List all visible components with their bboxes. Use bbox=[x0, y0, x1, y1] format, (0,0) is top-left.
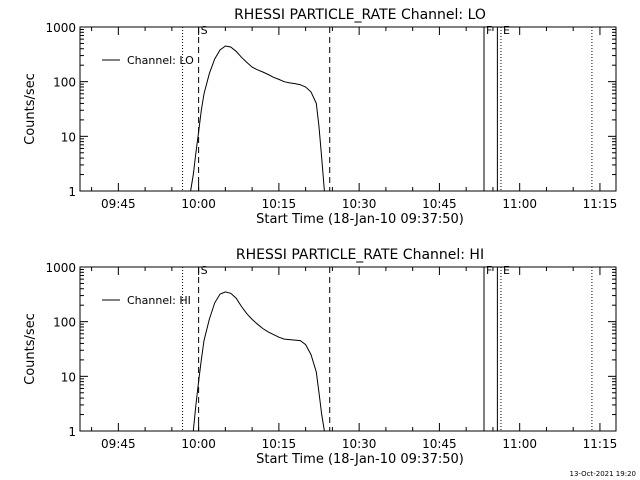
x-tick-label: 11:00 bbox=[502, 197, 537, 211]
y-tick-label: 1000 bbox=[45, 261, 76, 275]
x-axis-label: Start Time (18-Jan-10 09:37:50) bbox=[256, 212, 464, 227]
plot-frame bbox=[79, 26, 617, 192]
x-tick-label: 11:15 bbox=[583, 437, 618, 451]
y-tick-label: 100 bbox=[53, 76, 76, 90]
chart-panels: RHESSI PARTICLE_RATE Channel: LO11010010… bbox=[23, 7, 617, 467]
x-tick-label: 10:15 bbox=[262, 197, 297, 211]
chart-panel-hi: RHESSI PARTICLE_RATE Channel: HI 1 10 100 10… bbox=[23, 247, 617, 467]
event-marker-label: F bbox=[486, 264, 492, 277]
y-tick-label: 1000 bbox=[45, 21, 76, 35]
x-tick-label: 10:00 bbox=[181, 437, 216, 451]
x-tick-label: 10:30 bbox=[342, 437, 377, 451]
x-tick-label: 10:45 bbox=[422, 197, 457, 211]
x-tick-label: 11:00 bbox=[502, 437, 537, 451]
legend-label: Channel: LO bbox=[127, 54, 194, 67]
event-marker-label: F bbox=[486, 24, 492, 37]
chart-panel-lo: RHESSI PARTICLE_RATE Channel: LO 1 10 100 10… bbox=[23, 7, 617, 227]
event-marker-label: S bbox=[201, 24, 208, 37]
x-tick-label: 10:15 bbox=[262, 437, 297, 451]
x-tick-label: 10:30 bbox=[342, 197, 377, 211]
x-tick-label: 11:15 bbox=[583, 197, 618, 211]
footer-timestamp: 13-Oct-2021 19:20 bbox=[570, 470, 636, 478]
x-axis-label: Start Time (18-Jan-10 09:37:50) bbox=[256, 452, 464, 467]
y-tick-label: 1 bbox=[68, 185, 76, 199]
y-axis-label: Counts/sec bbox=[23, 73, 38, 145]
legend-label: Channel: HI bbox=[127, 294, 191, 307]
y-tick-label: 1 bbox=[68, 425, 76, 439]
event-marker-label: E bbox=[503, 264, 510, 277]
plot-frame bbox=[79, 266, 617, 432]
x-tick-label: 10:00 bbox=[181, 197, 216, 211]
event-marker-label: E bbox=[503, 24, 510, 37]
chart-title: RHESSI PARTICLE_RATE Channel: LO bbox=[234, 7, 486, 23]
y-axis-label: Counts/sec bbox=[23, 313, 38, 385]
y-tick-label: 100 bbox=[53, 316, 76, 330]
series-line bbox=[192, 291, 325, 432]
chart-title: RHESSI PARTICLE_RATE Channel: HI bbox=[236, 247, 484, 263]
y-tick-label: 10 bbox=[61, 130, 76, 144]
x-tick-label: 10:45 bbox=[422, 437, 457, 451]
x-tick-label: 09:45 bbox=[101, 437, 136, 451]
y-tick-label: 10 bbox=[61, 370, 76, 384]
x-tick-label: 09:45 bbox=[101, 197, 136, 211]
event-marker-label: S bbox=[201, 264, 208, 277]
series-line bbox=[190, 45, 325, 192]
